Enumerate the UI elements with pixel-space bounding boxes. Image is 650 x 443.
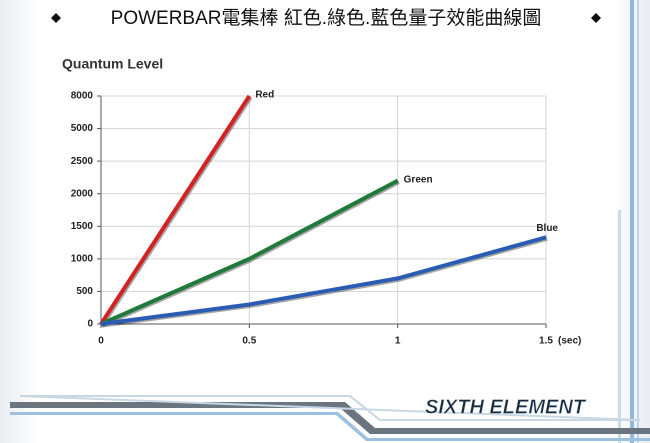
diamond: [51, 13, 61, 23]
x-tick-label: 0: [98, 336, 104, 347]
frame-stripe: [19, 395, 641, 421]
frame-stripe: [618, 210, 621, 443]
brand: SIXTH ELEMENT: [425, 396, 587, 418]
y-tick-label: 8000: [71, 91, 94, 102]
y-tick-label: 5000: [71, 123, 94, 134]
series-line: [100, 235, 547, 326]
frame-stripe: [637, 0, 639, 443]
x-tick-label: 1.5: [539, 336, 553, 347]
x-tick-label: 1: [395, 336, 401, 347]
series-line: [99, 94, 252, 326]
x-axis-label: (sec): [558, 336, 581, 347]
y-tick-label: 1500: [71, 221, 94, 232]
y-tick-label: 2000: [71, 188, 94, 199]
y-tick-label: 1000: [71, 253, 94, 264]
y-tick-label: 2500: [71, 156, 94, 167]
series-label: Green: [404, 174, 433, 185]
series-label: Red: [255, 90, 274, 101]
diamond: [591, 13, 601, 23]
y-tick-label: 0: [87, 319, 93, 330]
x-tick-label: 0.5: [242, 336, 256, 347]
series-label: Blue: [536, 223, 558, 234]
y-axis-label: Quantum Level: [62, 56, 163, 72]
series-line: [100, 178, 399, 326]
frame-stripe: [630, 0, 634, 443]
frame-stripe: [10, 402, 650, 434]
frame-stripe: [10, 412, 650, 441]
y-tick-label: 500: [76, 286, 93, 297]
chart-title: POWERBAR電集棒 紅色.綠色.藍色量子效能曲線圖: [111, 7, 542, 29]
